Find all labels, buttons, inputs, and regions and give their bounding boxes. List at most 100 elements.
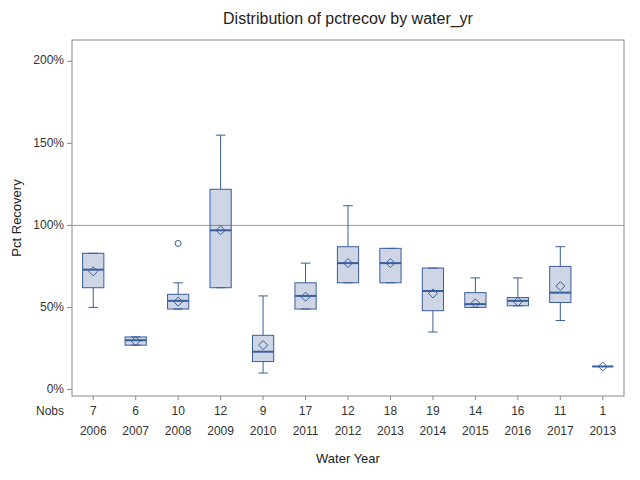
median <box>380 262 401 264</box>
box <box>168 294 189 309</box>
plot-frame <box>72 40 624 396</box>
mean-marker <box>216 226 225 235</box>
mean-marker <box>344 259 353 268</box>
whisker-lower <box>432 311 433 332</box>
y-tick <box>67 389 72 390</box>
nobs-value: 12 <box>341 404 355 418</box>
median <box>422 290 443 292</box>
box <box>295 283 316 309</box>
x-tick <box>432 396 433 400</box>
nobs-value: 11 <box>554 404 567 418</box>
y-axis-label: Pct Recovery <box>9 179 24 257</box>
x-tick <box>390 396 391 400</box>
x-tick <box>305 396 306 400</box>
nobs-value: 10 <box>171 404 185 418</box>
box <box>252 335 273 361</box>
box <box>422 268 443 311</box>
median <box>592 365 613 367</box>
x-tick-label: 2009 <box>207 424 234 438</box>
mean-marker <box>428 289 437 298</box>
nobs-value: 14 <box>469 404 483 418</box>
whisker-upper <box>305 263 306 283</box>
x-tick <box>135 396 136 400</box>
cap-upper <box>301 263 311 264</box>
x-tick-label: 2014 <box>420 424 447 438</box>
x-tick-label: 2012 <box>335 424 362 438</box>
x-tick-label: 2006 <box>80 424 107 438</box>
median <box>252 351 273 353</box>
cap-upper <box>258 295 268 296</box>
nobs-value: 16 <box>511 404 525 418</box>
nobs-value: 12 <box>214 404 228 418</box>
x-tick <box>560 396 561 400</box>
x-tick-label: 2010 <box>250 424 277 438</box>
mean-marker <box>174 297 183 306</box>
y-tick-label: 150% <box>33 136 64 150</box>
median <box>125 339 146 341</box>
title: Distribution of pctrecov by water_yr <box>223 10 474 28</box>
cap-lower <box>88 307 98 308</box>
cap-upper <box>556 246 566 247</box>
box <box>125 337 146 345</box>
plot-area <box>72 135 624 373</box>
x-tick <box>220 396 221 400</box>
y-tick <box>67 307 72 308</box>
x-tick <box>178 396 179 400</box>
median <box>295 295 316 297</box>
x-tick <box>263 396 264 400</box>
mean-marker <box>556 282 565 291</box>
x-tick-label: 2017 <box>547 424 574 438</box>
nobs-label: Nobs <box>36 404 64 418</box>
box <box>83 253 104 287</box>
whisker-upper <box>517 278 518 298</box>
y-tick-label: 0% <box>47 382 65 396</box>
median <box>168 300 189 302</box>
x-tick <box>475 396 476 400</box>
box <box>210 189 231 287</box>
box <box>507 298 528 306</box>
x-axis-label: Water Year <box>316 451 381 466</box>
median <box>507 300 528 302</box>
median <box>210 229 231 231</box>
nobs-value: 1 <box>599 404 606 418</box>
nobs-value: 19 <box>426 404 440 418</box>
mean-marker <box>259 341 268 350</box>
cap-lower <box>428 332 438 333</box>
nobs-value: 18 <box>384 404 398 418</box>
mean-marker <box>513 297 522 306</box>
whisker-upper <box>560 247 561 267</box>
box <box>337 247 358 283</box>
mean-marker <box>131 337 140 346</box>
y-tick-label: 200% <box>33 53 64 67</box>
whisker-upper <box>475 278 476 293</box>
x-tick <box>517 396 518 400</box>
box <box>592 366 613 367</box>
whisker-lower <box>93 288 94 308</box>
x-tick-label: 2008 <box>165 424 192 438</box>
nobs-value: 9 <box>260 404 267 418</box>
whisker-lower <box>263 362 264 373</box>
cap-upper <box>216 135 226 136</box>
mean-marker <box>598 362 607 371</box>
x-tick-label: 2013 <box>589 424 616 438</box>
y-tick-label: 50% <box>40 300 64 314</box>
mean-marker <box>386 259 395 268</box>
x-tick <box>348 396 349 400</box>
cap-lower <box>258 373 268 374</box>
cap-upper <box>471 277 481 278</box>
y-tick <box>67 61 72 62</box>
whisker-upper <box>220 135 221 189</box>
cap-upper <box>513 277 523 278</box>
mean-marker <box>89 267 98 276</box>
mean-marker <box>471 299 480 308</box>
cap-upper <box>173 282 183 283</box>
whisker-upper <box>263 296 264 335</box>
x-tick-label: 2011 <box>293 424 319 438</box>
cap-upper <box>343 205 353 206</box>
nobs-value: 6 <box>132 404 139 418</box>
nobs-value: 7 <box>90 404 97 418</box>
median <box>465 303 486 305</box>
x-tick <box>602 396 603 400</box>
y-tick-label: 100% <box>33 218 64 232</box>
box <box>380 248 401 282</box>
